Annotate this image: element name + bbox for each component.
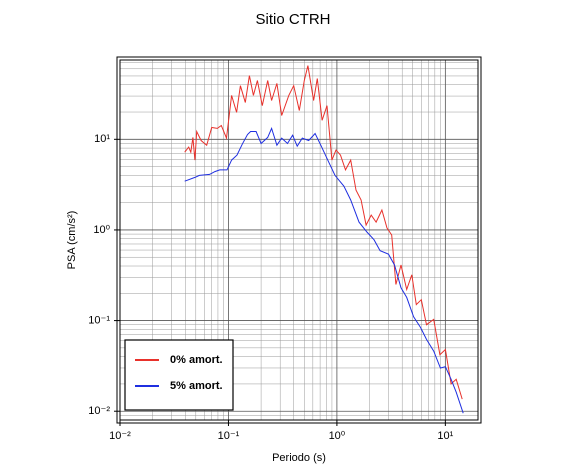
legend-label: 5% amort. xyxy=(170,380,223,392)
plot-frame-outer xyxy=(116,56,482,424)
data-line xyxy=(184,65,463,400)
chart-title: Sitio CTRH xyxy=(255,11,330,28)
x-tick-label: 10⁻² xyxy=(109,430,131,442)
plot-frame xyxy=(119,59,479,421)
legend-box xyxy=(124,339,234,411)
legend-label: 0% amort. xyxy=(170,354,223,366)
y-tick-label: 10⁻² xyxy=(88,405,110,417)
x-axis-label: Periodo (s) xyxy=(272,452,326,464)
x-tick-label: 10¹ xyxy=(437,430,453,442)
x-tick-label: 10⁰ xyxy=(329,430,346,442)
y-tick-label: 10⁰ xyxy=(93,224,110,236)
legend: 0% amort. 5% amort. xyxy=(124,339,234,411)
y-tick-label: 10⁻¹ xyxy=(88,314,110,326)
y-axis-label: PSA (cm/s²) xyxy=(66,211,78,270)
data-line xyxy=(184,126,464,414)
y-tick-label: 10¹ xyxy=(94,133,110,145)
x-tick-label: 10⁻¹ xyxy=(218,430,240,442)
